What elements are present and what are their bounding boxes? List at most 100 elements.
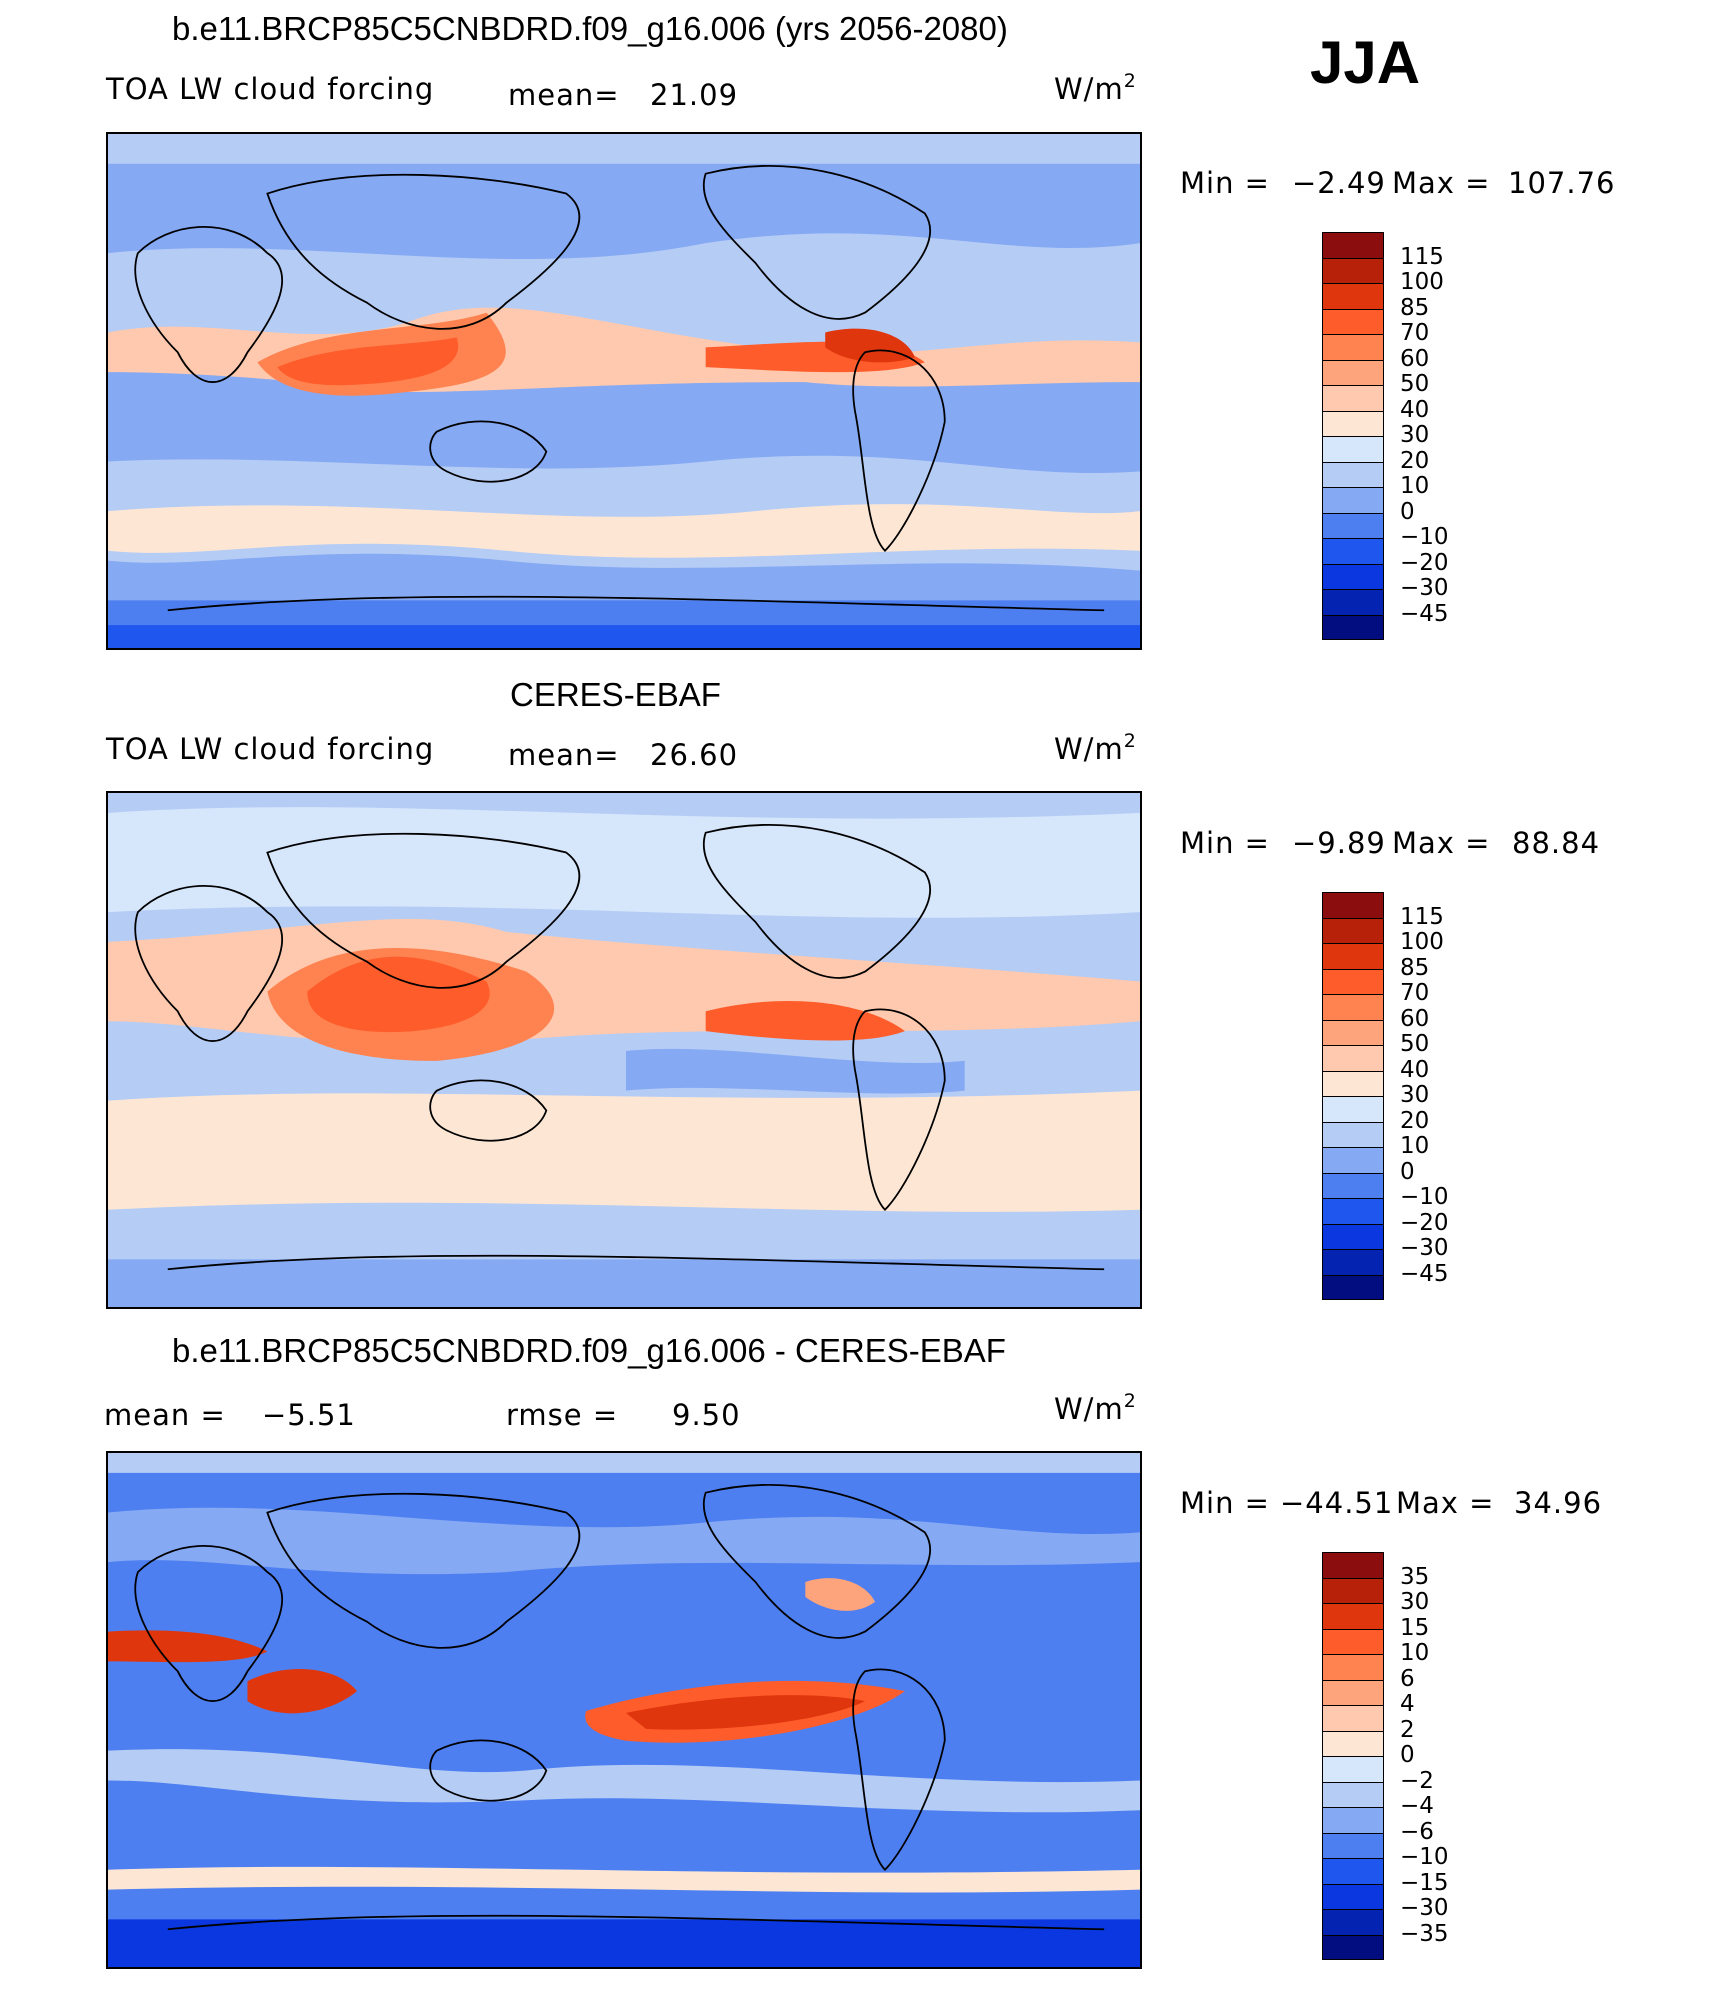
colorbar-swatch bbox=[1322, 512, 1384, 538]
colorbar-swatch bbox=[1322, 1679, 1384, 1705]
colorbar-swatch bbox=[1322, 1045, 1384, 1071]
colorbar-tick-label: 4 bbox=[1400, 1691, 1415, 1717]
colorbar-swatch bbox=[1322, 334, 1384, 360]
panel2-min-value: −9.89 bbox=[1292, 826, 1386, 860]
colorbar-tick-label: −10 bbox=[1400, 1844, 1449, 1870]
colorbar-swatch bbox=[1322, 436, 1384, 462]
colorbar-tick-label: 70 bbox=[1400, 320, 1430, 346]
colorbar-tick-label: 50 bbox=[1400, 371, 1430, 397]
panel1-min-label: Min = bbox=[1180, 166, 1270, 200]
panel2-mean-label: mean= bbox=[508, 738, 620, 772]
colorbar-tick-label: −15 bbox=[1400, 1869, 1449, 1896]
panel1-map bbox=[106, 132, 1142, 650]
panel3-rmse-value: 9.50 bbox=[672, 1398, 741, 1432]
colorbar-tick-label: −20 bbox=[1400, 549, 1449, 576]
colorbar-tick-label: 60 bbox=[1400, 345, 1430, 372]
colorbar-swatch bbox=[1322, 614, 1384, 640]
panel3-mean-value: −5.51 bbox=[262, 1398, 356, 1432]
colorbar-swatch bbox=[1322, 1603, 1384, 1629]
colorbar-swatch bbox=[1322, 359, 1384, 385]
colorbar-tick-label: 40 bbox=[1400, 396, 1430, 423]
colorbar-swatch bbox=[1322, 1654, 1384, 1680]
panel3-map bbox=[106, 1451, 1142, 1969]
season-label: JJA bbox=[1310, 29, 1421, 96]
panel1-variable: TOA LW cloud forcing bbox=[106, 72, 435, 106]
colorbar-swatch bbox=[1322, 410, 1384, 436]
colorbar-swatch bbox=[1322, 1909, 1384, 1935]
colorbar-swatch bbox=[1322, 1198, 1384, 1224]
colorbar-tick-label: 0 bbox=[1400, 1158, 1415, 1185]
colorbar-swatch bbox=[1322, 892, 1384, 918]
colorbar-tick-label: 30 bbox=[1400, 422, 1430, 448]
colorbar-tick-label: 85 bbox=[1400, 954, 1430, 981]
colorbar-tick-label: 0 bbox=[1400, 498, 1415, 525]
colorbar-tick-label: −6 bbox=[1400, 1818, 1434, 1845]
panel1-min-value: −2.49 bbox=[1292, 166, 1386, 200]
colorbar-tick-label: 20 bbox=[1400, 1107, 1430, 1134]
panel1-max-value: 107.76 bbox=[1508, 166, 1616, 200]
colorbar-swatch bbox=[1322, 283, 1384, 309]
colorbar-swatch bbox=[1322, 589, 1384, 615]
colorbar-tick-label: −30 bbox=[1400, 575, 1449, 601]
colorbar-swatch bbox=[1322, 385, 1384, 411]
panel2-title: CERES-EBAF bbox=[510, 676, 721, 713]
colorbar-tick-label: −4 bbox=[1400, 1793, 1434, 1819]
colorbar-swatch bbox=[1322, 461, 1384, 487]
panel3-title: b.e11.BRCP85C5CNBDRD.f09_g16.006 - CERES… bbox=[172, 1332, 1006, 1369]
colorbar-tick-label: −35 bbox=[1400, 1920, 1449, 1947]
colorbar-swatch bbox=[1322, 994, 1384, 1020]
colorbar-tick-label: −45 bbox=[1400, 600, 1449, 627]
panel2-mean-value: 26.60 bbox=[650, 738, 739, 772]
colorbar-tick-label: 60 bbox=[1400, 1005, 1430, 1032]
panel3-units: W/m2 bbox=[1054, 1390, 1137, 1426]
panel3-rmse-label: rmse = bbox=[506, 1398, 619, 1432]
colorbar-tick-label: 35 bbox=[1400, 1563, 1430, 1590]
colorbar-tick-label: −10 bbox=[1400, 524, 1449, 550]
colorbar-swatch bbox=[1322, 308, 1384, 334]
colorbar-tick-label: 50 bbox=[1400, 1031, 1430, 1057]
panel3-colorbar bbox=[1322, 1552, 1384, 1960]
colorbar-tick-label: −20 bbox=[1400, 1209, 1449, 1236]
colorbar-swatch bbox=[1322, 1730, 1384, 1756]
panel1-units: W/m2 bbox=[1054, 70, 1137, 106]
colorbar-swatch bbox=[1322, 1628, 1384, 1654]
panel2-map bbox=[106, 791, 1142, 1309]
colorbar-swatch bbox=[1322, 1781, 1384, 1807]
panel2-units: W/m2 bbox=[1054, 730, 1137, 766]
colorbar-tick-label: 30 bbox=[1400, 1082, 1430, 1108]
colorbar-swatch bbox=[1322, 487, 1384, 513]
panel1-map-field bbox=[108, 134, 1140, 648]
colorbar-swatch bbox=[1322, 1223, 1384, 1249]
panel2-min-label: Min = bbox=[1180, 826, 1270, 860]
colorbar-swatch bbox=[1322, 563, 1384, 589]
colorbar-swatch bbox=[1322, 538, 1384, 564]
panel1-title: b.e11.BRCP85C5CNBDRD.f09_g16.006 (yrs 20… bbox=[172, 10, 1008, 47]
colorbar-tick-label: −2 bbox=[1400, 1767, 1434, 1794]
colorbar-swatch bbox=[1322, 257, 1384, 283]
colorbar-tick-label: 70 bbox=[1400, 980, 1430, 1006]
colorbar-swatch bbox=[1322, 1756, 1384, 1782]
colorbar-tick-label: 2 bbox=[1400, 1716, 1415, 1743]
panel2-max-label: Max = bbox=[1392, 826, 1491, 860]
colorbar-swatch bbox=[1322, 1552, 1384, 1578]
colorbar-tick-label: −30 bbox=[1400, 1895, 1449, 1921]
colorbar-tick-label: −10 bbox=[1400, 1184, 1449, 1210]
panel3-max-value: 34.96 bbox=[1514, 1486, 1603, 1520]
colorbar-swatch bbox=[1322, 1883, 1384, 1909]
colorbar-tick-label: 10 bbox=[1400, 473, 1430, 499]
panel3-max-label: Max = bbox=[1396, 1486, 1495, 1520]
panel2-max-value: 88.84 bbox=[1512, 826, 1601, 860]
colorbar-swatch bbox=[1322, 1070, 1384, 1096]
colorbar-tick-label: 6 bbox=[1400, 1665, 1415, 1692]
colorbar-tick-label: 10 bbox=[1400, 1133, 1430, 1159]
colorbar-swatch bbox=[1322, 1832, 1384, 1858]
colorbar-swatch bbox=[1322, 1274, 1384, 1300]
colorbar-tick-label: 0 bbox=[1400, 1742, 1415, 1768]
colorbar-tick-label: −45 bbox=[1400, 1260, 1449, 1287]
colorbar-swatch bbox=[1322, 1705, 1384, 1731]
colorbar-swatch bbox=[1322, 1172, 1384, 1198]
colorbar-tick-label: 40 bbox=[1400, 1056, 1430, 1083]
panel2-variable: TOA LW cloud forcing bbox=[106, 732, 435, 766]
colorbar-tick-label: 100 bbox=[1400, 269, 1444, 295]
panel3-min-label: Min = bbox=[1180, 1486, 1270, 1520]
